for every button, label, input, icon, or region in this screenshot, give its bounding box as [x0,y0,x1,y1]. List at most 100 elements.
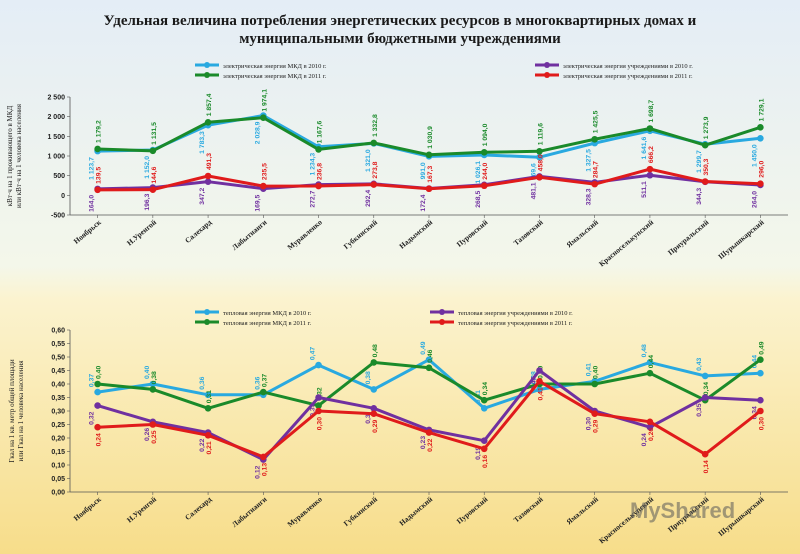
data-point [757,396,764,404]
data-label: 0,35 [310,403,317,416]
data-point [757,369,764,377]
x-tick-label: Муравленко [286,217,324,251]
data-label: 969,6 [530,163,537,180]
data-label: 1 167,6 [317,121,324,144]
legend-label: электрическая энергия МКД в 2011 г. [223,73,327,80]
data-label: 0,34 [751,406,758,419]
data-point [149,147,157,155]
y-tick-label: 0,20 [51,436,65,443]
legend-marker [204,309,210,315]
data-point [480,149,488,156]
data-point [370,410,378,417]
legend-label: тепловая энергия учреждениями в 2010 г. [458,310,573,317]
data-label: 1 234,3 [310,153,317,176]
data-point [315,402,322,409]
y-tick-label: 0,60 [51,328,65,335]
data-label: 1 729,1 [758,98,765,121]
data-point [425,364,433,372]
data-label: 0,44 [648,355,655,368]
data-point [204,178,212,185]
data-point [370,359,378,366]
data-label: 0,40 [96,366,103,379]
data-label: 0,47 [310,347,317,360]
data-point [204,118,212,126]
x-tick-label: Ямальский [564,217,600,249]
data-point [536,367,543,374]
series: 139,5 144,6 491,3 235,5 236,8 273,8 167,3 244,0… [94,146,765,194]
x-tick-label: Лабытнанги [230,494,269,529]
data-label: 1 131,5 [151,122,158,145]
data-point [646,165,654,173]
data-label: 0,30 [586,417,593,430]
data-label: 268,5 [475,191,482,208]
y-axis-label-line: Гкал на 1 кв. метр общей площади [8,359,16,463]
data-label: 0,23 [420,436,427,449]
data-point [591,410,598,417]
data-label: 1 030,9 [427,126,434,149]
data-label: 292,4 [365,190,372,207]
data-label: 0,31 [206,390,213,403]
y-axis: 2 500 2 000 1 500 1 000 500 0 -500 [47,95,70,220]
data-point [260,388,267,396]
data-label: 0,45 [530,376,537,389]
data-label: 0,41 [537,387,544,400]
data-point [370,181,378,188]
data-point [646,359,654,366]
data-label: 1 450,0 [751,144,758,167]
y-tick-label: 0,05 [51,476,65,483]
data-point [370,405,378,412]
data-label: 991,0 [420,162,427,179]
data-label: 0,25 [151,430,158,443]
data-label: 0,36 [199,376,206,389]
data-point [480,182,488,190]
data-point [260,182,267,190]
data-label: 0,30 [317,417,324,430]
data-point [94,423,101,431]
data-label: 1 123,7 [89,157,96,180]
y-tick-label: 1 000 [47,154,65,161]
data-label: 1 698,7 [648,100,655,123]
legend-marker [439,309,445,315]
legend-label: электрическая энергия учреждениями в 201… [563,73,693,80]
watermark-text: MyShared [630,498,736,523]
series: 1 179,2 1 131,5 1 857,4 1 974,1 1 167,6 1 332… [94,89,765,159]
x-axis: Ноябрьск Н.Уренгой Салехард Лабытнанги Мурав… [72,215,766,268]
legend-marker [204,62,210,68]
data-point [757,180,764,187]
data-label: 0,35 [696,403,703,416]
y-tick-label: 0,00 [51,490,65,497]
data-point [260,453,267,461]
data-point [94,145,101,153]
y-tick-label: 0,15 [51,449,65,456]
data-point [701,141,709,149]
data-label: 0,29 [372,419,379,432]
data-label: 0,12 [254,465,261,478]
x-tick-label: Надымский [397,494,434,527]
data-point [757,356,764,363]
data-point [757,407,764,415]
data-label: 2 028,9 [254,121,261,144]
series: 0,370,400,36 0,360,470,380,490,310,380,41… [89,341,764,412]
data-label: 344,3 [696,188,703,205]
data-point [646,418,654,426]
data-point [425,185,433,193]
y-axis: 0,60 0,55 0,50 0,45 0,40 0,35 0,30 0,25 0,20 0,15… [51,328,70,497]
x-tick-label: Салехард [183,495,213,523]
data-point [480,437,488,444]
data-point [701,372,709,380]
legend-label: тепловая энергия МКД в 2011 г. [223,320,312,327]
data-label: 164,0 [89,195,96,212]
legend-marker [544,62,550,68]
data-label: 1 094,0 [482,123,489,146]
x-tick-label: Красноселькупский [597,217,656,268]
data-point [646,369,654,377]
y-axis-label: кВт·ч на 1 проживающего в МКДили кВт·ч н… [6,103,23,208]
series: 0,24 0,250,210,130,30 0,290,220,160,410,29… [94,378,765,476]
y-axis-label-line: или кВт·ч на 1 человека населения [15,103,23,208]
data-point [94,402,101,409]
data-point [646,171,654,179]
data-label: 0,36 [254,376,261,389]
data-label: 0,44 [751,355,758,368]
data-point [591,380,598,388]
